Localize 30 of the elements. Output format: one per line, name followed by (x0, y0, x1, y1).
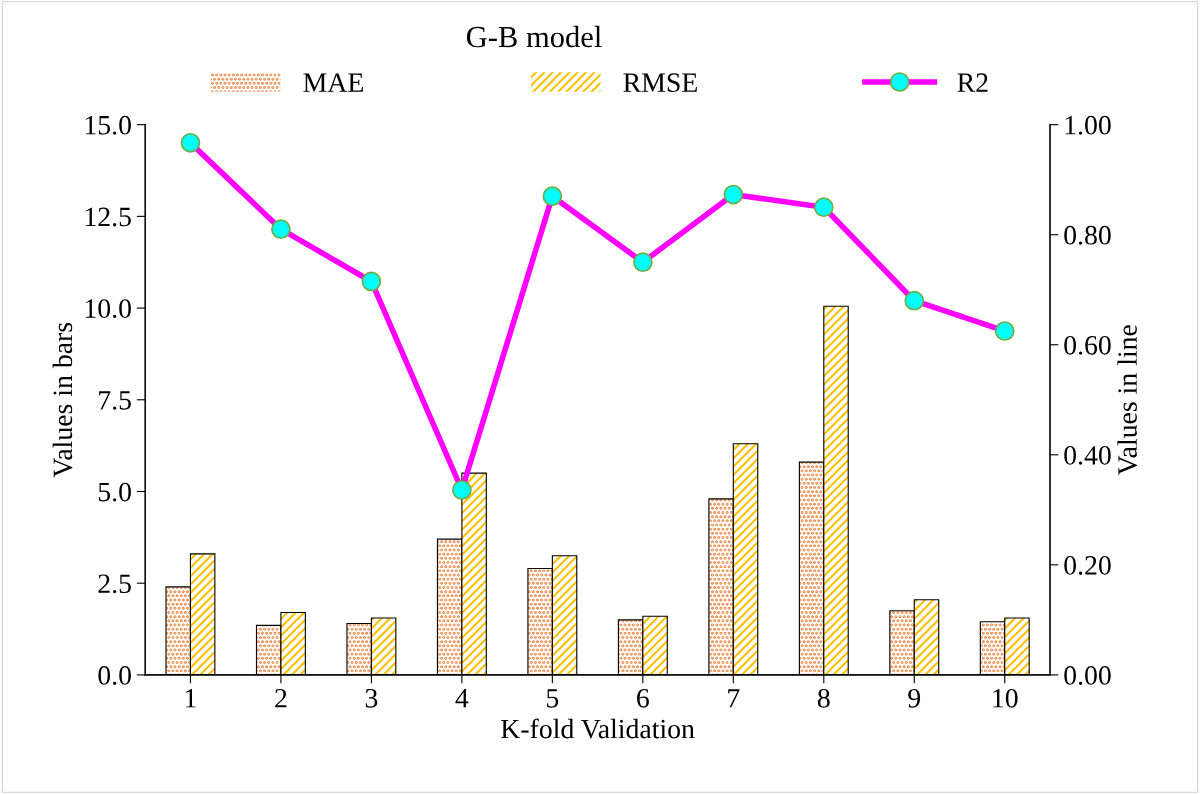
y2-tick-label: 0.40 (1064, 445, 1111, 465)
y-tick-label: 2.5 (98, 574, 131, 594)
y-tick-label: 7.5 (99, 391, 131, 410)
x-tick-label: 2 (275, 688, 287, 708)
y-axis-title: Values in bars (52, 322, 73, 478)
y2-tick-label: 0.80 (1064, 225, 1111, 245)
x-tick-label: 3 (365, 688, 378, 708)
x-tick-label: 5 (547, 689, 559, 708)
x-tick-label: 10 (993, 688, 1018, 708)
y-tick-label: 15.0 (85, 115, 131, 135)
y-tick-label: 0.0 (98, 666, 131, 685)
y2-tick-label: 1.00 (1065, 115, 1111, 135)
legend-label: MAE (303, 73, 363, 92)
legend-label: R2 (957, 73, 988, 92)
legend-label: RMSE (623, 73, 697, 92)
x-tick-label: 7 (728, 689, 740, 708)
y-tick-label: 12.5 (85, 207, 131, 227)
y2-axis-title: Values in line (1117, 325, 1138, 476)
x-tick-label: 6 (637, 688, 649, 708)
y2-tick-label: 0.60 (1064, 335, 1111, 355)
x-tick-label: 4 (455, 689, 469, 708)
x-tick-label: 1 (185, 689, 196, 708)
y2-tick-label: 0.00 (1064, 666, 1111, 685)
y2-tick-label: 0.20 (1064, 556, 1111, 575)
chart-title: G-B model (466, 25, 602, 48)
y-tick-label: 5.0 (98, 482, 131, 502)
y-tick-label: 10.0 (85, 299, 131, 319)
x-tick-label: 9 (908, 688, 921, 708)
x-axis-title: K-fold Validation (501, 718, 695, 739)
x-tick-label: 8 (817, 688, 830, 708)
